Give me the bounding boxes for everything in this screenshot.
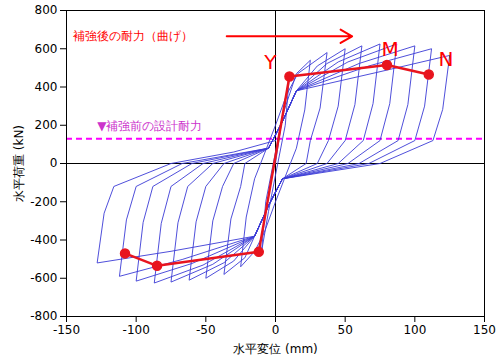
svg-text:50: 50: [338, 323, 353, 337]
svg-text:M: M: [381, 37, 398, 61]
svg-text:0: 0: [272, 323, 280, 337]
svg-text:▼補強前の設計耐力: ▼補強前の設計耐力: [97, 119, 202, 133]
svg-text:水平荷重 (kN): 水平荷重 (kN): [12, 125, 26, 202]
svg-text:-150: -150: [53, 323, 80, 337]
svg-text:-200: -200: [30, 195, 57, 209]
svg-text:800: 800: [35, 3, 58, 17]
svg-text:0: 0: [50, 156, 58, 170]
svg-text:-50: -50: [196, 323, 216, 337]
svg-text:-600: -600: [30, 271, 57, 285]
svg-text:N: N: [439, 47, 454, 71]
svg-text:-800: -800: [30, 309, 57, 323]
svg-text:100: 100: [403, 323, 426, 337]
svg-text:200: 200: [35, 118, 58, 132]
svg-text:600: 600: [35, 42, 58, 56]
svg-text:補強後の耐力（曲げ）: 補強後の耐力（曲げ）: [73, 29, 193, 43]
svg-text:Y: Y: [263, 50, 277, 74]
svg-text:水平変位 (mm): 水平変位 (mm): [233, 342, 318, 356]
svg-text:400: 400: [35, 80, 58, 94]
svg-text:-100: -100: [123, 323, 150, 337]
svg-text:150: 150: [473, 323, 496, 337]
svg-text:-400: -400: [30, 233, 57, 247]
